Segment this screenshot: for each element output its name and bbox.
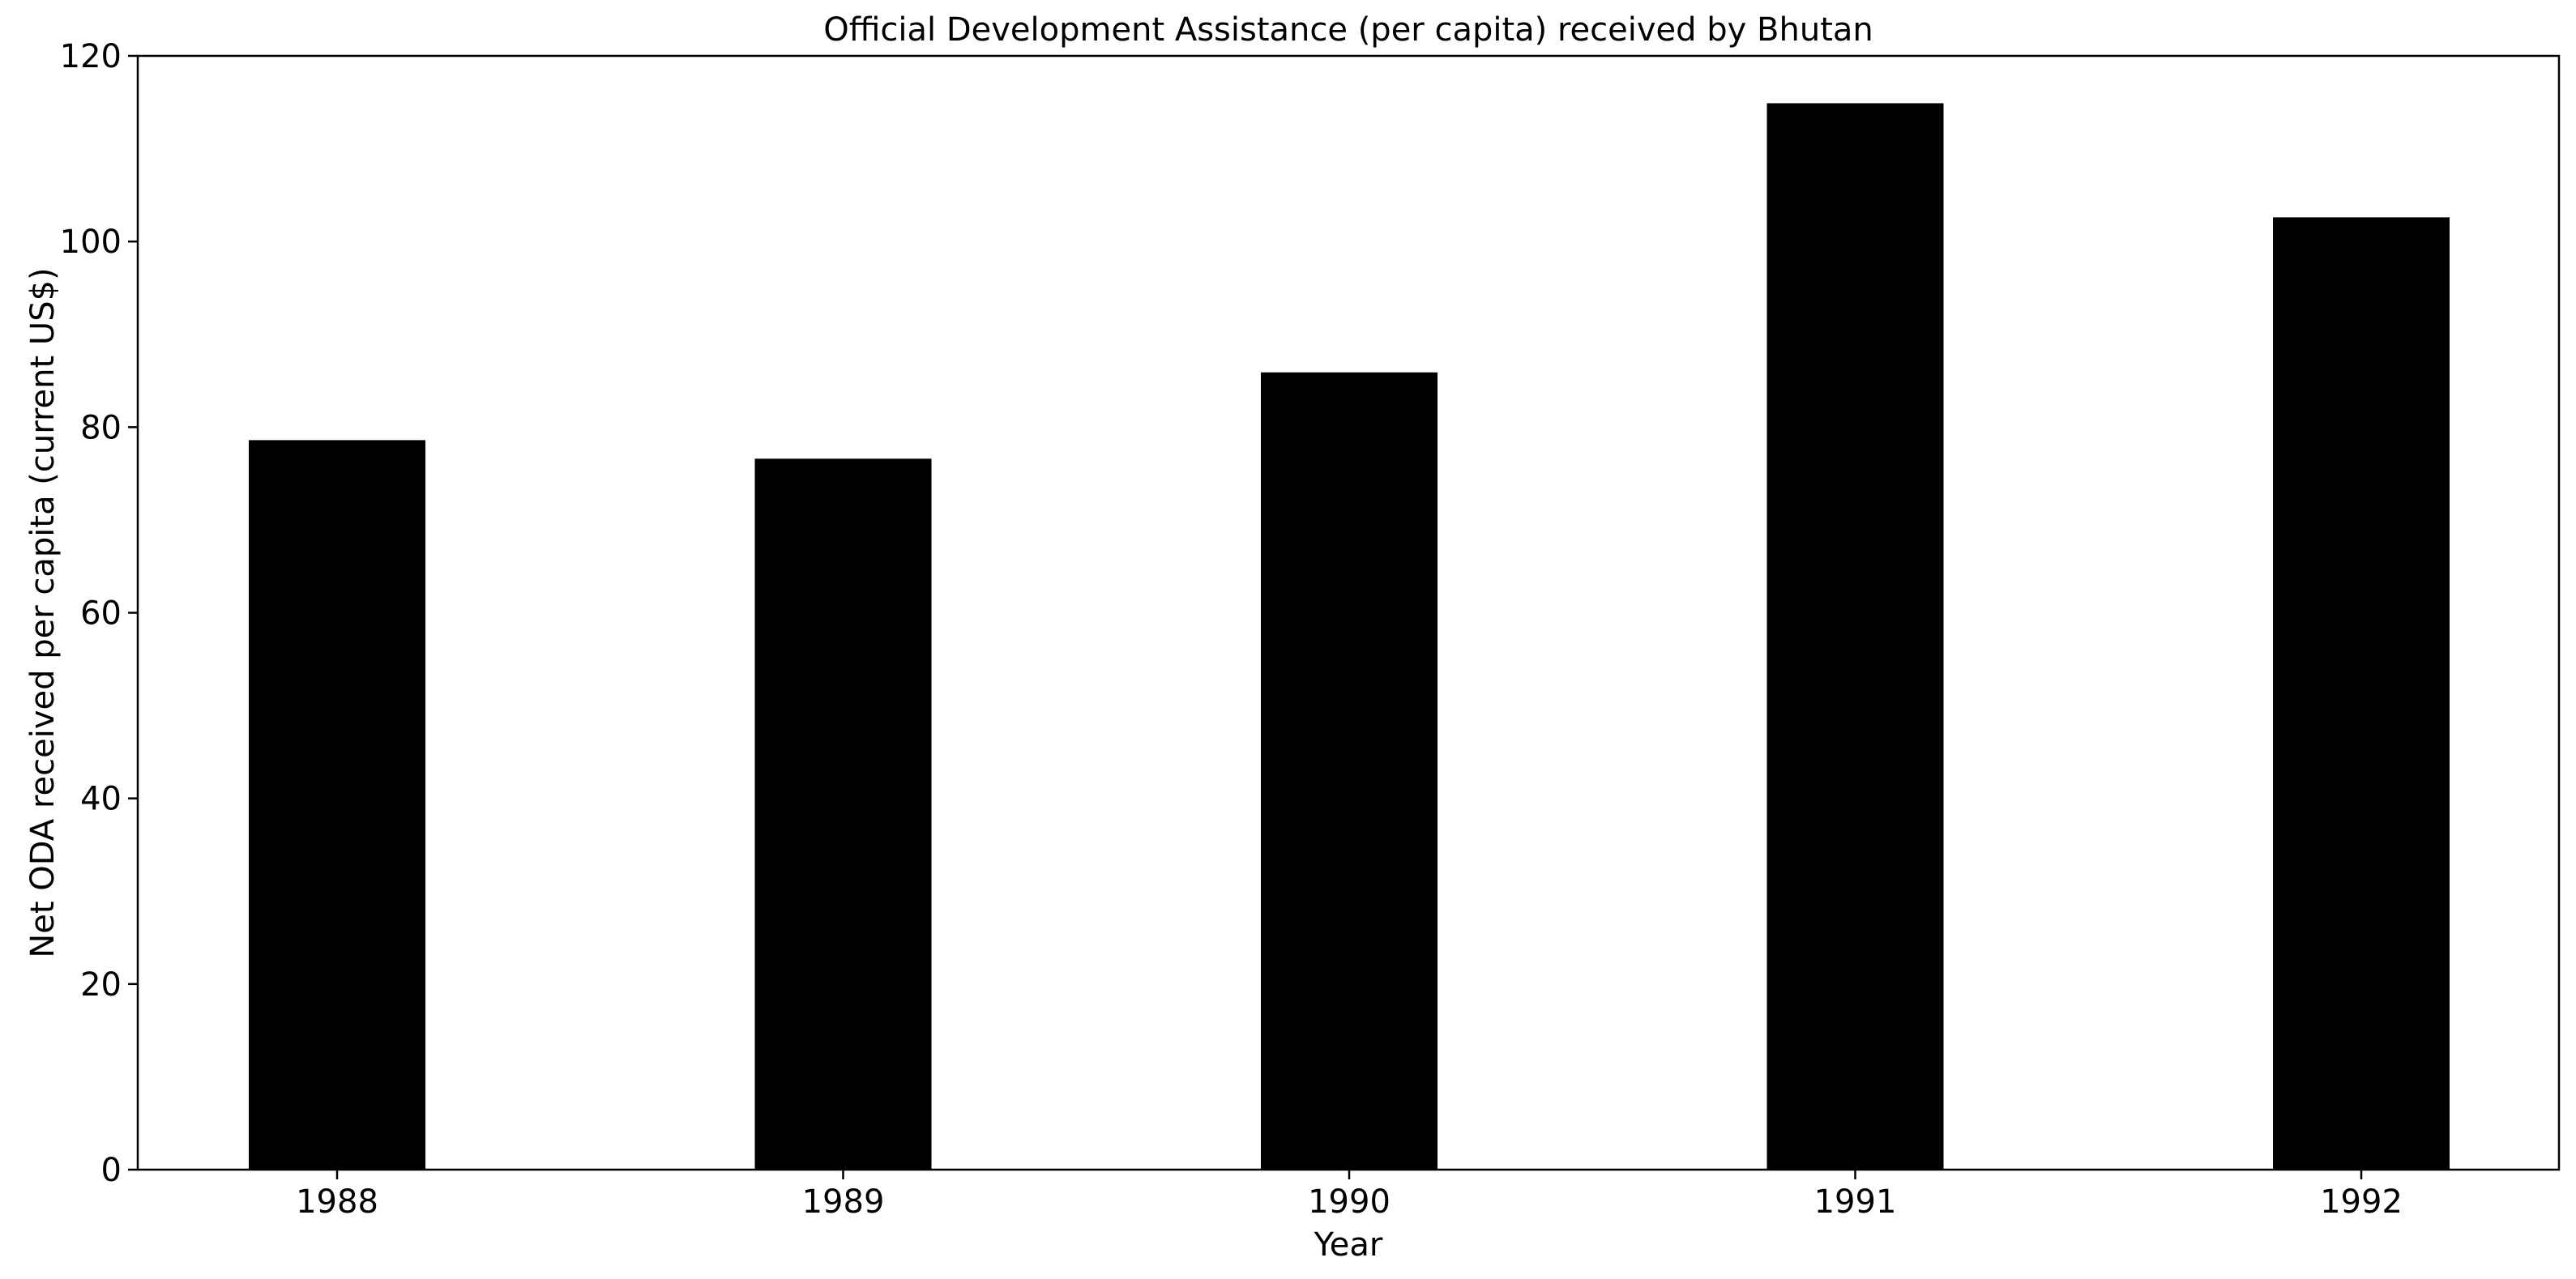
y-tick-label: 0: [101, 1152, 122, 1189]
bar-1991: [1766, 103, 1944, 1170]
chart-title: Official Development Assistance (per cap…: [823, 11, 1873, 49]
y-axis-title: Net ODA received per capita (current US$…: [24, 267, 62, 957]
y-tick-label: 20: [80, 966, 122, 1004]
y-tick-label: 100: [60, 224, 122, 261]
bars-layer: [249, 103, 2450, 1170]
y-tick-label: 80: [80, 409, 122, 446]
bar-1992: [2273, 217, 2450, 1170]
x-tick-label: 1990: [1308, 1183, 1391, 1221]
y-tick-label: 40: [80, 781, 122, 818]
x-tick-label: 1991: [1814, 1183, 1897, 1221]
x-axis-title: Year: [1314, 1226, 1383, 1264]
bar-1988: [249, 440, 425, 1170]
x-axis-ticks: 1988 1989 1990 1991 1992: [296, 1170, 2403, 1221]
y-tick-label: 60: [80, 595, 122, 633]
bar-1989: [754, 458, 932, 1170]
plot-frame: [136, 54, 2561, 1171]
y-tick-label: 120: [60, 38, 122, 75]
x-tick-label: 1988: [296, 1183, 378, 1221]
y-axis-ticks: 0 20 40 60 80 100 120: [60, 38, 138, 1189]
x-tick-label: 1992: [2320, 1183, 2403, 1221]
bar-1990: [1261, 372, 1438, 1170]
x-tick-label: 1989: [802, 1183, 885, 1221]
